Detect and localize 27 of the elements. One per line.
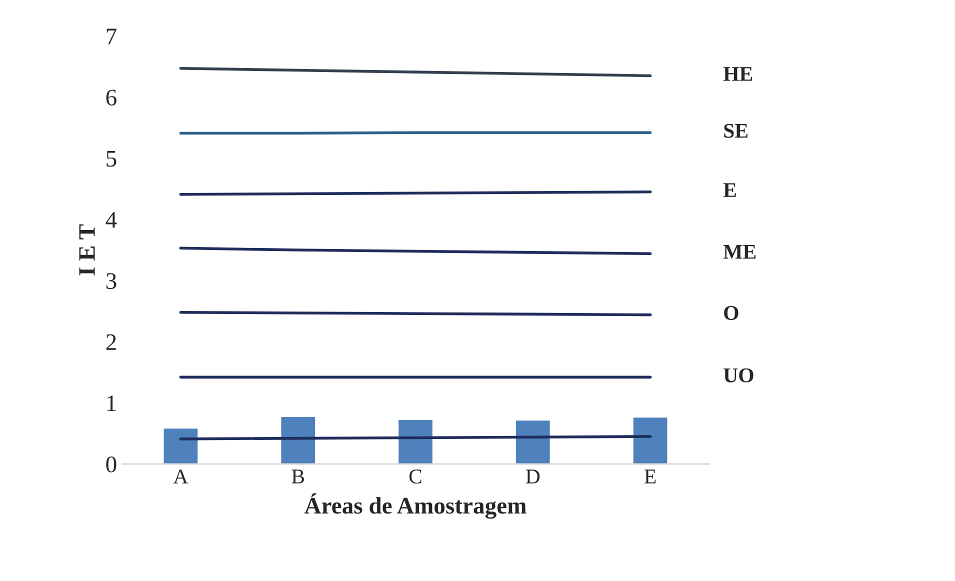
text: HE	[723, 67, 752, 81]
line-series	[179, 67, 652, 78]
x-tick-label: D	[526, 470, 540, 484]
y-tick-label: 0	[106, 456, 116, 472]
y-tick-label: 1	[107, 395, 116, 412]
x-axis-title: Áreas de Amostragem	[304, 493, 526, 519]
x-tick-label: B	[292, 470, 304, 484]
text: SE	[724, 124, 748, 138]
bar	[397, 418, 434, 464]
y-tick-label: 5	[106, 151, 116, 167]
y-tick-label: 3	[106, 273, 116, 289]
bar	[162, 427, 200, 464]
text: O	[724, 306, 738, 320]
y-axis-title: I E T	[79, 224, 95, 276]
y-tick-label: 6	[106, 90, 116, 106]
x-tick-label: A	[173, 470, 188, 484]
text: UO	[724, 368, 754, 382]
x-tick-label: E	[644, 470, 656, 484]
text: E	[723, 183, 736, 197]
text: ME	[723, 245, 756, 259]
x-tick-label: C	[409, 470, 422, 484]
bar	[280, 416, 316, 464]
y-tick-label: 4	[106, 212, 117, 228]
bar	[514, 419, 552, 464]
y-tick-label: 7	[106, 28, 116, 44]
bar	[632, 416, 669, 464]
y-tick-label: 2	[106, 334, 116, 350]
